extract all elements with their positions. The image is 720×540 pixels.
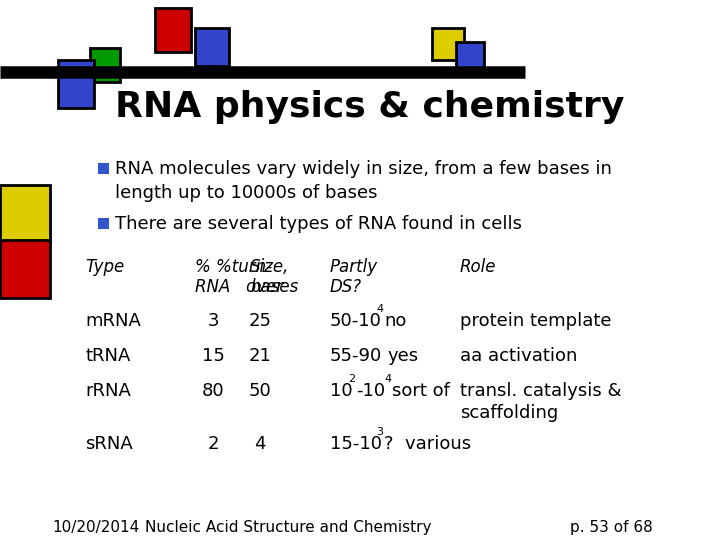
Bar xyxy=(0,185,50,243)
Text: 55-90: 55-90 xyxy=(330,347,382,365)
Text: 3: 3 xyxy=(207,312,219,330)
Text: mRNA: mRNA xyxy=(85,312,141,330)
Text: rRNA: rRNA xyxy=(85,382,131,400)
Text: sRNA: sRNA xyxy=(85,435,132,453)
Text: 50: 50 xyxy=(248,382,271,400)
Text: 25: 25 xyxy=(248,312,271,330)
Bar xyxy=(58,60,94,108)
Text: sort of: sort of xyxy=(392,382,450,400)
Text: Size,: Size, xyxy=(250,258,289,276)
Text: 3: 3 xyxy=(376,427,383,437)
Text: 10: 10 xyxy=(330,382,353,400)
Text: 10/20/2014: 10/20/2014 xyxy=(52,520,139,535)
Text: There are several types of RNA found in cells: There are several types of RNA found in … xyxy=(115,215,522,233)
Text: no: no xyxy=(384,312,406,330)
Bar xyxy=(0,240,50,298)
Text: yes: yes xyxy=(388,347,419,365)
Text: Role: Role xyxy=(460,258,497,276)
Text: 2: 2 xyxy=(207,435,219,453)
Bar xyxy=(90,48,120,82)
Text: Nucleic Acid Structure and Chemistry: Nucleic Acid Structure and Chemistry xyxy=(145,520,431,535)
Text: RNA   over: RNA over xyxy=(195,278,283,296)
Text: 15: 15 xyxy=(202,347,225,365)
Text: tRNA: tRNA xyxy=(85,347,130,365)
Text: ?  various: ? various xyxy=(384,435,471,453)
Text: 15-10: 15-10 xyxy=(330,435,382,453)
Bar xyxy=(98,218,109,229)
Text: p. 53 of 68: p. 53 of 68 xyxy=(570,520,653,535)
Text: 4: 4 xyxy=(376,304,383,314)
Text: scaffolding: scaffolding xyxy=(460,404,558,422)
Text: 50-10: 50-10 xyxy=(330,312,382,330)
Text: DS?: DS? xyxy=(330,278,362,296)
Text: Type: Type xyxy=(85,258,125,276)
Text: RNA molecules vary widely in size, from a few bases in
length up to 10000s of ba: RNA molecules vary widely in size, from … xyxy=(115,160,612,201)
Text: transl. catalysis &: transl. catalysis & xyxy=(460,382,621,400)
Text: Partly: Partly xyxy=(330,258,378,276)
Bar xyxy=(432,28,464,60)
Text: protein template: protein template xyxy=(460,312,611,330)
Bar xyxy=(155,8,191,52)
Bar xyxy=(195,28,229,66)
Text: % %turn-: % %turn- xyxy=(195,258,272,276)
Text: bases: bases xyxy=(250,278,298,296)
Text: 21: 21 xyxy=(248,347,271,365)
Text: 4: 4 xyxy=(384,374,391,384)
Text: aa activation: aa activation xyxy=(460,347,577,365)
Text: RNA physics & chemistry: RNA physics & chemistry xyxy=(115,90,624,124)
Text: -10: -10 xyxy=(356,382,385,400)
Bar xyxy=(456,42,484,74)
Bar xyxy=(98,163,109,174)
Text: 4: 4 xyxy=(254,435,266,453)
Text: 2: 2 xyxy=(348,374,355,384)
Text: 80: 80 xyxy=(202,382,225,400)
